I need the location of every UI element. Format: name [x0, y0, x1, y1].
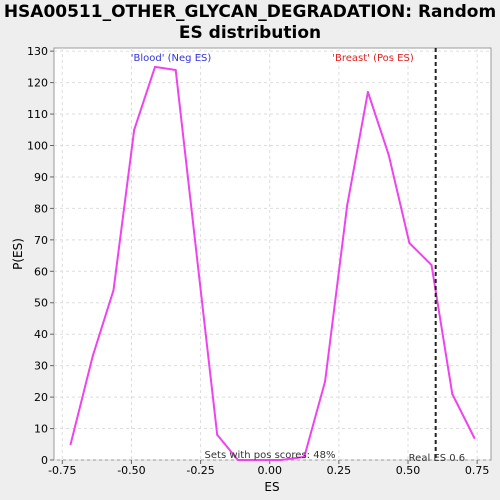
es-data-point [366, 91, 369, 94]
y-tick-label: 90 [34, 171, 48, 184]
es-data-point [346, 204, 349, 207]
es-data-point [174, 69, 177, 72]
x-tick-label: -0.25 [186, 464, 214, 477]
neg-es-label: 'Blood' (Neg ES) [131, 53, 212, 64]
es-data-point [279, 459, 282, 461]
y-tick-label: 120 [27, 77, 48, 90]
x-tick-label: -0.50 [117, 464, 145, 477]
es-data-point [112, 289, 115, 292]
y-tick-label: 60 [34, 265, 48, 278]
es-data-point [451, 392, 454, 395]
y-tick-label: 80 [34, 202, 48, 215]
es-data-point [69, 443, 72, 446]
es-data-point [430, 264, 433, 267]
axis-ticks: 0 10 20 30 40 50 60 70 80 90 100 110 120 130 -0.75 -0.5… [27, 45, 489, 477]
y-tick-label: 100 [27, 139, 48, 152]
y-tick-label: 20 [34, 391, 48, 404]
x-axis-label: ES [264, 480, 279, 494]
es-data-point [153, 65, 156, 68]
y-tick-label: 50 [34, 297, 48, 310]
es-data-point [195, 251, 198, 254]
x-tick-label: -0.75 [48, 464, 76, 477]
es-data-point [133, 128, 136, 131]
es-data-point [216, 433, 219, 436]
es-data-point [91, 355, 94, 358]
y-tick-label: 130 [27, 45, 48, 58]
x-tick-label: 0.50 [396, 464, 421, 477]
es-distribution-line [69, 65, 476, 461]
annotation-layer: 'Blood' (Neg ES) 'Breast' (Pos ES) Sets wi… [131, 48, 465, 464]
es-data-point [236, 459, 239, 461]
real-es-label: Real ES 0.6 [409, 453, 465, 464]
chart-title: HSA00511_OTHER_GLYCAN_DEGRADATION: Rando… [0, 2, 500, 44]
es-data-point [408, 241, 411, 244]
y-tick-label: 40 [34, 328, 48, 341]
y-tick-label: 0 [41, 454, 48, 467]
pos-es-label: 'Breast' (Pos ES) [332, 53, 414, 64]
series-layer [69, 65, 476, 461]
plot-area [53, 47, 492, 461]
es-data-point [473, 436, 476, 439]
pos-score-summary: Sets with pos scores: 48% [205, 450, 336, 461]
es-data-point [303, 455, 306, 458]
y-tick-label: 10 [34, 423, 48, 436]
es-data-point [387, 153, 390, 156]
y-axis-label: P(ES) [11, 238, 25, 270]
x-tick-label: 0.75 [465, 464, 490, 477]
es-data-point [257, 459, 260, 461]
y-tick-label: 110 [27, 108, 48, 121]
x-tick-label: 0.00 [257, 464, 282, 477]
x-tick-label: 0.25 [327, 464, 352, 477]
chart-title-text: HSA00511_OTHER_GLYCAN_DEGRADATION: Rando… [3, 2, 497, 43]
grid [54, 48, 491, 461]
y-tick-label: 30 [34, 360, 48, 373]
y-tick-label: 70 [34, 234, 48, 247]
es-data-point [324, 380, 327, 383]
